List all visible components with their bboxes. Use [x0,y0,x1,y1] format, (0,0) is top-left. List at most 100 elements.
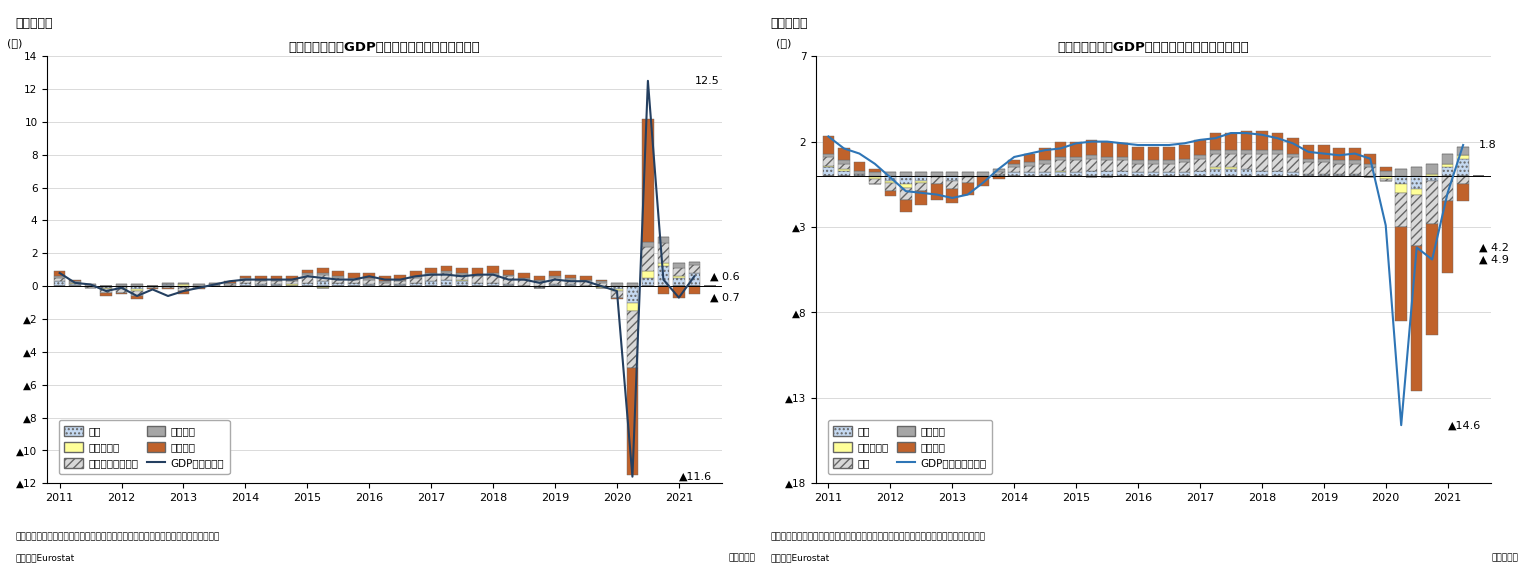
Bar [1349,164,1361,174]
Bar [209,283,220,284]
Bar [1195,155,1206,159]
Bar [1442,202,1453,273]
Text: （資料）Eurostat: （資料）Eurostat [771,553,830,562]
Bar [53,276,66,278]
Bar [642,278,653,286]
Bar [1380,167,1392,171]
Bar [1225,150,1236,154]
Bar [823,166,835,167]
Bar [610,298,623,300]
Bar [1286,154,1299,157]
Bar [658,237,670,243]
Bar [85,286,96,288]
Bar [1427,181,1437,224]
Bar [534,276,545,280]
Bar [177,288,189,291]
Bar [333,278,343,283]
Bar [1334,174,1344,176]
Bar [456,273,468,275]
Bar [1241,131,1253,150]
Bar [1286,157,1299,172]
Bar [916,176,928,181]
Bar [1195,171,1206,176]
Bar [1163,164,1175,172]
Bar [394,280,406,281]
Bar [146,286,159,288]
Bar [519,273,530,278]
Bar [456,268,468,273]
Legend: 外需, 在庫変動等, 投資（在庫除く）, 政府消費, 個人消費, GDP（前期比）: 外需, 在庫変動等, 投資（在庫除く）, 政府消費, 個人消費, GDP（前期比… [60,421,229,473]
Bar [1271,171,1283,176]
Bar [961,177,974,182]
Bar [1117,160,1128,171]
Bar [426,273,436,275]
Bar [1380,176,1392,179]
Bar [224,283,235,284]
Bar [53,271,66,276]
Bar [1039,149,1051,160]
Bar [978,172,989,176]
Bar [1256,154,1268,171]
Bar [1087,140,1097,155]
Bar [1442,154,1453,164]
Bar [1395,227,1407,321]
Bar [194,284,204,286]
Bar [900,172,911,176]
Bar [900,184,911,187]
Bar [410,276,421,278]
Bar [565,275,577,278]
Bar [823,136,835,154]
Bar [131,289,143,291]
Text: ▲11.6: ▲11.6 [679,472,713,482]
Bar [363,280,375,284]
Bar [53,281,66,286]
Bar [1241,154,1253,169]
Bar [162,286,174,288]
Bar [255,284,267,286]
Bar [317,275,328,281]
Text: ▲ 4.9: ▲ 4.9 [1479,254,1509,265]
Bar [868,176,881,177]
Bar [1318,159,1329,162]
Bar [116,284,127,286]
Bar [1364,176,1376,177]
Bar [627,311,638,368]
Bar [363,273,375,278]
Bar [1286,172,1299,176]
Bar [333,283,343,286]
Bar [131,286,143,289]
Bar [224,281,235,283]
Bar [1087,155,1097,159]
Bar [240,278,252,280]
Bar [1070,142,1082,157]
Bar [868,172,881,176]
Bar [502,270,514,275]
Bar [900,176,911,184]
Bar [1148,160,1160,164]
Text: （資料）Eurostat: （資料）Eurostat [15,553,75,562]
Bar [348,273,360,278]
Bar [868,169,881,172]
Bar [534,281,545,286]
Bar [1210,169,1221,176]
Bar [177,286,189,288]
Bar [285,284,298,286]
Bar [1364,164,1376,167]
Bar [978,176,989,177]
Bar [209,284,220,286]
Bar [673,263,685,268]
Bar [410,283,421,286]
Bar [1148,147,1160,160]
Bar [270,276,282,280]
Bar [946,181,958,189]
Bar [1102,176,1112,177]
Bar [1457,184,1470,202]
Bar [1210,150,1221,154]
Bar [255,280,267,281]
Bar [487,266,499,273]
Bar [868,179,881,184]
Bar [1303,159,1314,162]
Bar [993,174,1004,176]
Bar [610,289,623,291]
Bar [946,176,958,181]
